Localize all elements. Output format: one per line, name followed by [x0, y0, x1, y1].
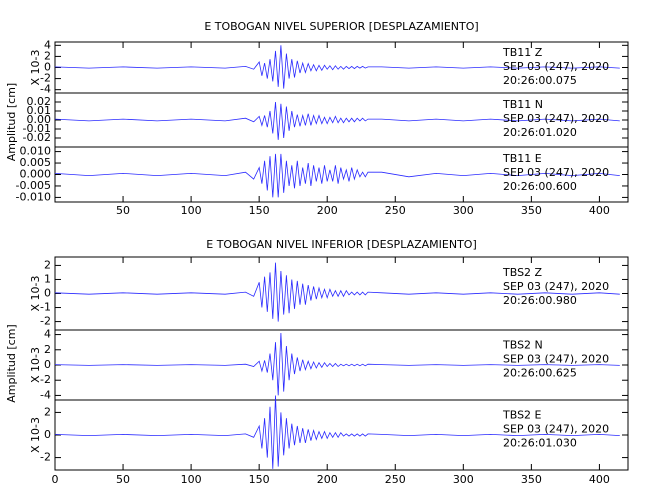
date-label: SEP 03 (247), 2020	[503, 352, 609, 365]
y-tick-label: -2	[40, 451, 51, 464]
date-label: SEP 03 (247), 2020	[503, 166, 609, 179]
y-tick-label: 0	[44, 428, 51, 441]
scale-label: X 10-3	[29, 276, 42, 312]
y-tick-label: 0	[44, 358, 51, 371]
station-label: TBS2 N	[502, 338, 543, 351]
y-tick-label: 4	[44, 328, 51, 341]
x-tick-label: 300	[453, 473, 474, 486]
x-tick-label: 150	[249, 473, 270, 486]
x-tick-label: 150	[249, 204, 270, 217]
x-tick-label: 100	[181, 204, 202, 217]
y-axis-label: Amplitud [cm]	[5, 83, 18, 161]
x-tick-label: 200	[317, 473, 338, 486]
scale-label: X 10-3	[29, 347, 42, 383]
y-tick-label: 0	[44, 61, 51, 74]
y-tick-label: 1	[44, 272, 51, 285]
y-axis-label: Amplitud [cm]	[5, 324, 18, 402]
station-label: TB11 Z	[502, 46, 543, 59]
x-tick-label: 50	[116, 473, 130, 486]
x-tick-label: 0	[52, 473, 59, 486]
time-label: 20:26:00.625	[503, 366, 577, 379]
scale-label: X 10-3	[29, 50, 42, 86]
chart-title: E TOBOGAN NIVEL INFERIOR [DESPLAZAMIENTO…	[206, 238, 477, 251]
chart-title: E TOBOGAN NIVEL SUPERIOR [DESPLAZAMIENTO…	[204, 20, 478, 33]
y-tick-label: 2	[44, 343, 51, 356]
date-label: SEP 03 (247), 2020	[503, 280, 609, 293]
y-tick-label: -2	[40, 72, 51, 85]
y-tick-label: 2	[44, 49, 51, 62]
y-tick-label: -1	[40, 301, 51, 314]
waveform	[54, 262, 620, 322]
y-tick-label: 0.005	[20, 156, 52, 169]
y-tick-label: 0	[44, 287, 51, 300]
y-tick-label: 0.010	[20, 145, 52, 158]
y-tick-label: -2	[40, 315, 51, 328]
time-label: 20:26:01.020	[503, 126, 577, 139]
waveform	[54, 101, 620, 140]
waveform	[54, 45, 620, 89]
x-tick-label: 400	[589, 204, 610, 217]
y-tick-label: -4	[40, 83, 51, 96]
date-label: SEP 03 (247), 2020	[503, 422, 609, 435]
x-tick-label: 250	[385, 473, 406, 486]
y-tick-label: -2	[40, 373, 51, 386]
y-tick-label: 0.01	[27, 104, 52, 117]
x-tick-label: 400	[589, 473, 610, 486]
scale-label: X 10-3	[29, 417, 42, 453]
time-label: 20:26:00.600	[503, 180, 577, 193]
station-label: TB11 E	[502, 152, 542, 165]
y-tick-label: -0.02	[23, 131, 51, 144]
x-tick-label: 250	[385, 204, 406, 217]
y-tick-label: 0.02	[27, 95, 52, 108]
y-tick-label: 4	[44, 38, 51, 51]
waveform	[54, 395, 620, 469]
x-tick-label: 50	[116, 204, 130, 217]
date-label: SEP 03 (247), 2020	[503, 60, 609, 73]
y-tick-label: 0.00	[27, 113, 52, 126]
station-label: TBS2 Z	[502, 266, 543, 279]
x-tick-label: 350	[521, 204, 542, 217]
waveform	[54, 332, 620, 396]
station-label: TBS2 E	[502, 408, 542, 421]
y-tick-label: -0.01	[23, 122, 51, 135]
y-tick-label: -4	[40, 388, 51, 401]
x-tick-label: 300	[453, 204, 474, 217]
x-tick-label: 200	[317, 204, 338, 217]
x-tick-label: 100	[181, 473, 202, 486]
y-tick-label: -0.010	[16, 190, 51, 203]
time-label: 20:26:00.980	[503, 294, 577, 307]
time-label: 20:26:01.030	[503, 436, 577, 449]
y-tick-label: 2	[44, 405, 51, 418]
time-label: 20:26:00.075	[503, 74, 577, 87]
y-tick-label: 2	[44, 258, 51, 271]
date-label: SEP 03 (247), 2020	[503, 112, 609, 125]
x-tick-label: 350	[521, 473, 542, 486]
y-tick-label: 0.000	[20, 168, 52, 181]
station-label: TB11 N	[502, 98, 543, 111]
waveform	[54, 153, 620, 198]
y-tick-label: -0.005	[16, 179, 51, 192]
